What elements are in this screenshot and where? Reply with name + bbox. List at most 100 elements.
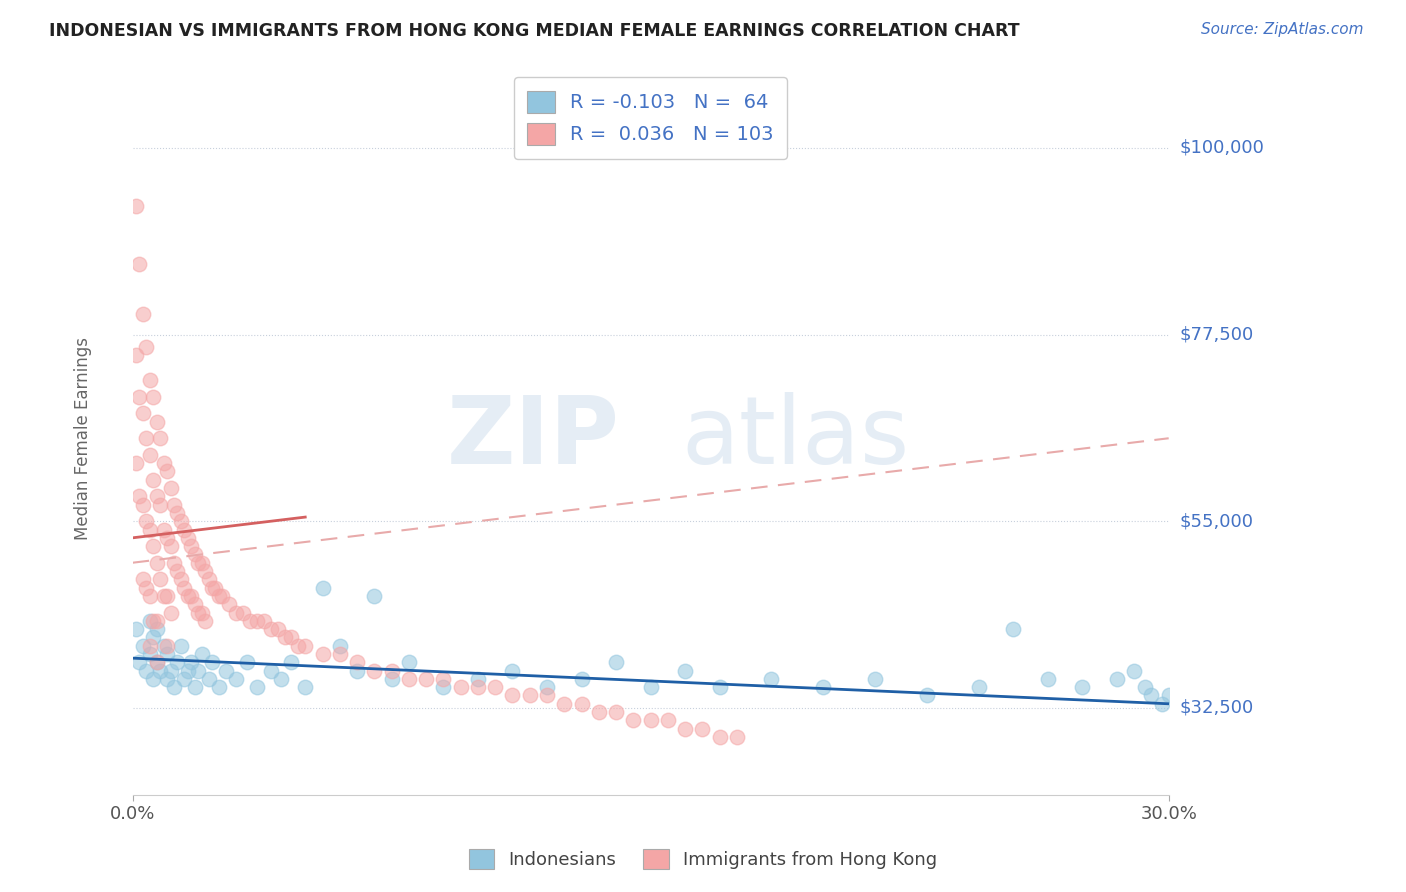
Point bbox=[260, 622, 283, 636]
Point bbox=[170, 514, 193, 528]
Point bbox=[588, 705, 610, 719]
Point bbox=[149, 498, 172, 512]
Point bbox=[621, 714, 644, 728]
Point bbox=[142, 539, 165, 553]
Point bbox=[132, 406, 155, 420]
Point bbox=[183, 680, 205, 694]
Point bbox=[1123, 664, 1146, 678]
Point bbox=[152, 589, 174, 603]
Point bbox=[149, 431, 172, 445]
Point bbox=[180, 655, 202, 669]
Point bbox=[536, 689, 558, 703]
Point bbox=[132, 498, 155, 512]
Point bbox=[225, 606, 247, 620]
Point bbox=[128, 257, 150, 271]
Point bbox=[484, 680, 506, 694]
Point bbox=[225, 672, 247, 686]
Point bbox=[177, 589, 200, 603]
Point bbox=[215, 664, 238, 678]
Text: INDONESIAN VS IMMIGRANTS FROM HONG KONG MEDIAN FEMALE EARNINGS CORRELATION CHART: INDONESIAN VS IMMIGRANTS FROM HONG KONG … bbox=[49, 22, 1019, 40]
Text: $32,500: $32,500 bbox=[1180, 699, 1253, 717]
Point bbox=[813, 680, 835, 694]
Point bbox=[145, 614, 167, 628]
Point bbox=[152, 639, 174, 653]
Point bbox=[432, 672, 454, 686]
Point bbox=[266, 622, 288, 636]
Point bbox=[166, 655, 188, 669]
Point bbox=[346, 655, 368, 669]
Point bbox=[187, 556, 209, 570]
Point bbox=[725, 730, 748, 744]
Point bbox=[398, 655, 420, 669]
Point bbox=[246, 680, 269, 694]
Point bbox=[159, 664, 181, 678]
Point bbox=[187, 606, 209, 620]
Point bbox=[142, 614, 165, 628]
Point bbox=[156, 531, 179, 545]
Point bbox=[139, 373, 162, 387]
Point bbox=[163, 498, 186, 512]
Point bbox=[211, 589, 233, 603]
Point bbox=[640, 714, 662, 728]
Point bbox=[519, 689, 541, 703]
Point bbox=[159, 481, 181, 495]
Point bbox=[194, 614, 217, 628]
Point bbox=[1105, 672, 1128, 686]
Text: ZIP: ZIP bbox=[447, 392, 620, 484]
Text: $77,500: $77,500 bbox=[1180, 326, 1253, 343]
Point bbox=[125, 456, 148, 470]
Point bbox=[156, 672, 179, 686]
Point bbox=[132, 572, 155, 586]
Point bbox=[605, 655, 627, 669]
Point bbox=[363, 664, 385, 678]
Point bbox=[180, 589, 202, 603]
Point bbox=[673, 722, 696, 736]
Point bbox=[467, 672, 489, 686]
Point bbox=[139, 448, 162, 462]
Point bbox=[280, 655, 302, 669]
Point bbox=[381, 672, 404, 686]
Point bbox=[709, 680, 731, 694]
Point bbox=[142, 631, 165, 645]
Point bbox=[253, 614, 276, 628]
Point bbox=[194, 564, 217, 578]
Text: Source: ZipAtlas.com: Source: ZipAtlas.com bbox=[1201, 22, 1364, 37]
Point bbox=[163, 556, 186, 570]
Point bbox=[145, 489, 167, 503]
Point bbox=[197, 672, 219, 686]
Point bbox=[673, 664, 696, 678]
Point bbox=[142, 672, 165, 686]
Text: $100,000: $100,000 bbox=[1180, 139, 1264, 157]
Point bbox=[135, 514, 157, 528]
Text: $55,000: $55,000 bbox=[1180, 512, 1253, 530]
Point bbox=[329, 647, 352, 661]
Point bbox=[640, 680, 662, 694]
Point bbox=[239, 614, 262, 628]
Point bbox=[125, 199, 148, 213]
Point bbox=[197, 572, 219, 586]
Point bbox=[149, 572, 172, 586]
Point bbox=[145, 655, 167, 669]
Point bbox=[135, 581, 157, 595]
Point bbox=[166, 506, 188, 520]
Point bbox=[432, 680, 454, 694]
Point bbox=[329, 639, 352, 653]
Point bbox=[280, 631, 302, 645]
Point bbox=[1071, 680, 1094, 694]
Point bbox=[467, 680, 489, 694]
Point bbox=[173, 523, 195, 537]
Point bbox=[173, 581, 195, 595]
Legend: R = -0.103   N =  64, R =  0.036   N = 103: R = -0.103 N = 64, R = 0.036 N = 103 bbox=[513, 77, 787, 159]
Point bbox=[501, 689, 523, 703]
Point bbox=[208, 589, 231, 603]
Point bbox=[139, 523, 162, 537]
Point bbox=[156, 589, 179, 603]
Point bbox=[863, 672, 886, 686]
Point bbox=[1150, 697, 1173, 711]
Point bbox=[270, 672, 292, 686]
Point bbox=[145, 415, 167, 429]
Point bbox=[260, 664, 283, 678]
Point bbox=[139, 639, 162, 653]
Point bbox=[187, 664, 209, 678]
Point bbox=[170, 639, 193, 653]
